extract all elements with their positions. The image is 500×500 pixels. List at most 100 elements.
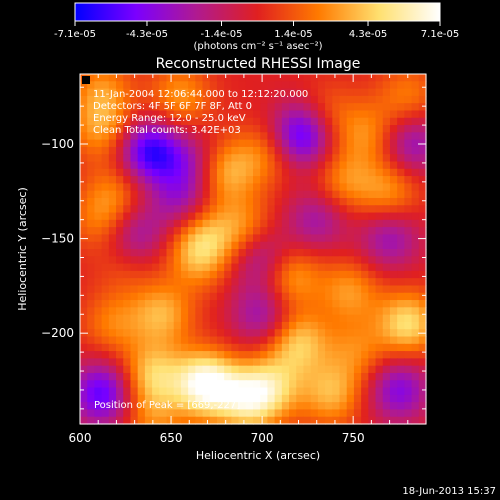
- heatmap-cell: [332, 249, 341, 257]
- heatmap-cell: [296, 212, 305, 221]
- heatmap-cell: [361, 365, 369, 374]
- heatmap-cell: [108, 394, 117, 403]
- heatmap-cell: [375, 227, 384, 236]
- heatmap-cell: [130, 117, 139, 126]
- heatmap-cell: [123, 292, 132, 301]
- heatmap-cell: [195, 219, 204, 228]
- heatmap-cell: [267, 394, 276, 403]
- heatmap-cell: [382, 249, 391, 257]
- heatmap-cell: [310, 300, 319, 308]
- heatmap-cell: [101, 256, 110, 265]
- heatmap-cell: [281, 336, 290, 345]
- heatmap-cell: [224, 351, 232, 359]
- heatmap-cell: [173, 292, 182, 301]
- heatmap-cell: [404, 161, 413, 170]
- heatmap-cell: [418, 81, 427, 90]
- heatmap-cell: [253, 88, 261, 97]
- heatmap-cell: [116, 95, 124, 104]
- annotation-energy-range: Energy Range: 12.0 - 25.0 keV: [93, 113, 246, 124]
- heatmap-cell: [216, 219, 225, 228]
- heatmap-cell: [173, 146, 182, 155]
- heatmap-cell: [94, 117, 103, 126]
- heatmap-cell: [274, 176, 283, 184]
- heatmap-cell: [375, 372, 384, 381]
- heatmap-cell: [296, 81, 305, 90]
- heatmap-cell: [245, 110, 254, 119]
- heatmap-cell: [260, 336, 269, 345]
- heatmap-cell: [289, 125, 297, 133]
- heatmap-cell: [397, 285, 405, 294]
- heatmap-cell: [418, 125, 427, 133]
- heatmap-cell: [274, 103, 283, 112]
- heatmap-cell: [202, 409, 211, 418]
- heatmap-cell: [375, 380, 384, 389]
- heatmap-cell: [231, 365, 240, 374]
- heatmap-cell: [397, 270, 405, 279]
- heatmap-cell: [332, 358, 341, 367]
- heatmap-cell: [245, 336, 254, 345]
- heatmap-cell: [289, 314, 297, 323]
- heatmap-cell: [224, 234, 232, 243]
- heatmap-cell: [94, 103, 103, 112]
- heatmap-cell: [339, 292, 348, 301]
- heatmap-cell: [238, 74, 247, 82]
- heatmap-cell: [80, 321, 88, 330]
- heatmap-cell: [173, 380, 182, 389]
- heatmap-cell: [267, 146, 276, 155]
- heatmap-cell: [317, 241, 326, 250]
- heatmap-cell: [116, 365, 124, 374]
- heatmap-cell: [310, 110, 319, 119]
- heatmap-cell: [80, 292, 88, 301]
- heatmap-cell: [397, 292, 405, 301]
- heatmap-cell: [346, 387, 355, 396]
- heatmap-cell: [389, 139, 398, 148]
- heatmap-cell: [310, 183, 319, 192]
- heatmap-cell: [296, 95, 305, 104]
- heatmap-cell: [382, 103, 391, 112]
- heatmap-cell: [108, 343, 117, 352]
- heatmap-cell: [353, 343, 362, 352]
- heatmap-cell: [180, 300, 189, 308]
- heatmap-cell: [245, 227, 254, 236]
- heatmap-cell: [116, 176, 124, 184]
- heatmap-cell: [389, 292, 398, 301]
- heatmap-cell: [368, 205, 377, 214]
- heatmap-cell: [303, 402, 312, 411]
- heatmap-cell: [209, 139, 218, 148]
- heatmap-cell: [404, 314, 413, 323]
- heatmap-cell: [195, 343, 204, 352]
- heatmap-cell: [281, 278, 290, 287]
- heatmap-cell: [137, 416, 146, 425]
- heatmap-cell: [346, 270, 355, 279]
- heatmap-cell: [353, 139, 362, 148]
- heatmap-cell: [231, 270, 240, 279]
- heatmap-cell: [216, 358, 225, 367]
- heatmap-cell: [224, 241, 232, 250]
- heatmap-cell: [382, 256, 391, 265]
- heatmap-cell: [116, 409, 124, 418]
- heatmap-cell: [389, 409, 398, 418]
- heatmap-cell: [404, 336, 413, 345]
- heatmap-cell: [94, 183, 103, 192]
- heatmap-cell: [216, 270, 225, 279]
- heatmap-cell: [188, 110, 196, 119]
- heatmap-cell: [195, 402, 204, 411]
- heatmap-cell: [361, 154, 369, 163]
- heatmap-cell: [260, 197, 269, 206]
- heatmap-cell: [80, 394, 88, 403]
- heatmap-cell: [188, 241, 196, 250]
- heatmap-cell: [224, 336, 232, 345]
- heatmap-cell: [94, 81, 103, 90]
- heatmap-cell: [375, 343, 384, 352]
- heatmap-cell: [166, 81, 175, 90]
- heatmap-cell: [346, 307, 355, 316]
- heatmap-cell: [303, 416, 312, 425]
- heatmap-cell: [238, 380, 247, 389]
- heatmap-cell: [224, 416, 232, 425]
- heatmap-cell: [353, 285, 362, 294]
- heatmap-cell: [353, 351, 362, 359]
- heatmap-cell: [94, 146, 103, 155]
- heatmap-cell: [375, 409, 384, 418]
- heatmap-cell: [166, 110, 175, 119]
- heatmap-cell: [238, 416, 247, 425]
